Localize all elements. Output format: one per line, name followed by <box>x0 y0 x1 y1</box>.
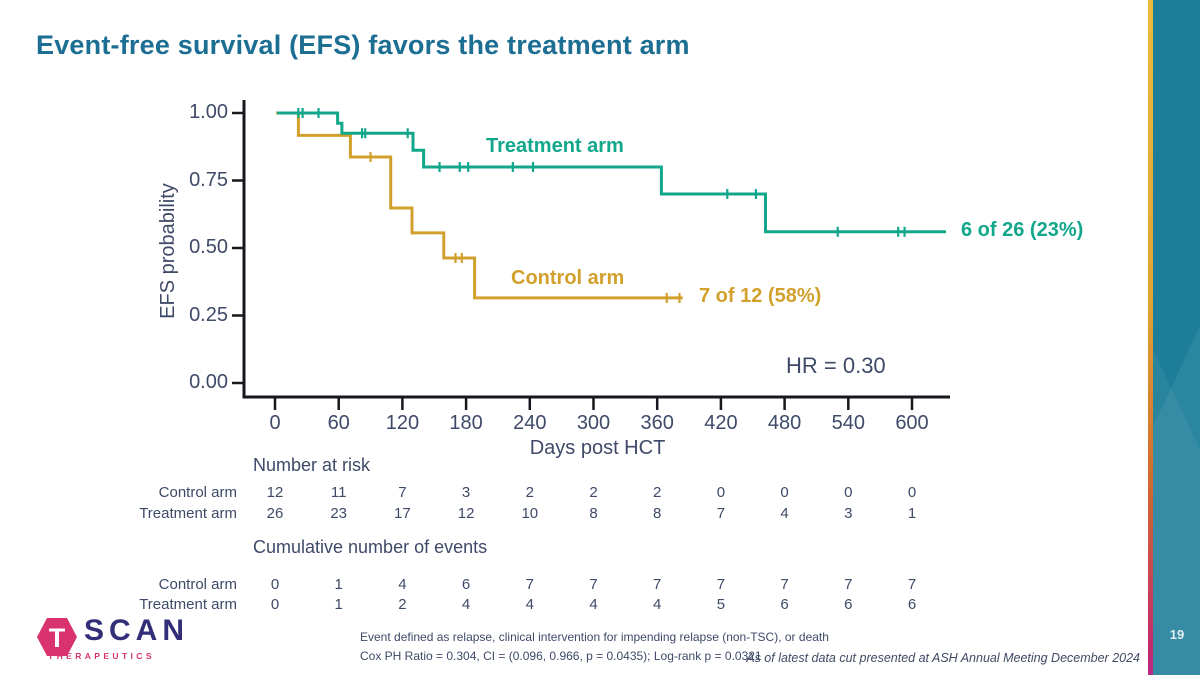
logo-hexagon-icon: T <box>37 618 77 656</box>
table-cell: 3 <box>461 484 471 501</box>
table-cell: 0 <box>844 484 853 501</box>
table-cell: 1 <box>907 505 917 522</box>
footnote-event-definition: Event defined as relapse, clinical inter… <box>360 630 829 644</box>
x-tick-label: 480 <box>767 412 802 434</box>
y-tick-label: 0.75 <box>189 168 228 191</box>
x-tick-label: 0 <box>269 412 281 434</box>
tscan-logo: T SCAN THERAPEUTICS <box>36 614 186 664</box>
table-cell: 4 <box>525 596 534 613</box>
x-tick-label: 60 <box>327 412 350 434</box>
table-cell: 6 <box>461 576 471 593</box>
table-cell: 8 <box>589 505 598 522</box>
table-cell: 1 <box>334 576 343 593</box>
control-arm-label: Control arm <box>511 267 625 289</box>
table-cell: 7 <box>653 576 662 593</box>
footnote-statistics: Cox PH Ratio = 0.304, CI = (0.096, 0.966… <box>360 649 762 663</box>
km-curve-control-arm <box>276 111 683 300</box>
table-cell: 5 <box>716 596 726 613</box>
table-cell: 2 <box>398 596 407 613</box>
table-cell: 7 <box>844 576 853 593</box>
table-cell: 4 <box>461 596 471 613</box>
table-cell: 12 <box>457 505 475 522</box>
table-cell: 0 <box>270 596 280 613</box>
table-cell: 6 <box>780 596 789 613</box>
table-cell: 0 <box>780 484 789 501</box>
x-tick-label: 120 <box>385 412 420 434</box>
table-cell: 12 <box>266 484 284 501</box>
table-cell: 6 <box>907 596 917 613</box>
table-cell: 6 <box>844 596 853 613</box>
x-tick-label: 420 <box>704 412 738 434</box>
table-cell: 26 <box>266 505 284 522</box>
source-note: As of latest data cut presented at ASH A… <box>746 651 1140 665</box>
table-cell: 11 <box>330 484 347 501</box>
table-cell: 7 <box>716 505 726 522</box>
logo-scan-text: SCAN <box>84 614 190 647</box>
table-row-label: Control arm <box>158 576 237 593</box>
table-row-label: Control arm <box>158 484 237 501</box>
table-cell: 10 <box>521 505 539 522</box>
x-tick-label: 540 <box>831 412 865 434</box>
table-cell: 4 <box>589 596 598 613</box>
slide-title: Event-free survival (EFS) favors the tre… <box>36 30 690 60</box>
axes <box>242 100 950 399</box>
table-cell: 2 <box>589 484 598 501</box>
x-tick-label: 240 <box>513 412 547 434</box>
table-cell: 0 <box>716 484 726 501</box>
table-cell: 7 <box>907 576 917 593</box>
table-cell: 7 <box>780 576 789 593</box>
treatment-arm-result: 6 of 26 (23%) <box>961 219 1084 241</box>
x-axis-label: Days post HCT <box>529 437 666 459</box>
y-tick-label: 0.00 <box>189 371 228 393</box>
x-tick-label: 180 <box>449 412 483 434</box>
table-cell: 17 <box>394 505 411 522</box>
table-cell: 0 <box>907 484 917 501</box>
table-cell: 4 <box>398 576 407 593</box>
page-number: 19 <box>1169 627 1185 642</box>
table-cell: 4 <box>780 505 789 522</box>
cumulative-events-heading: Cumulative number of events <box>253 537 488 557</box>
table-cell: 3 <box>844 505 853 522</box>
table-cell: 8 <box>653 505 662 522</box>
table-cell: 7 <box>525 576 534 593</box>
km-curve-treatment-arm <box>277 111 946 234</box>
x-tick-label: 600 <box>895 412 929 434</box>
x-tick-label: 300 <box>576 412 611 434</box>
table-row-label: Treatment arm <box>139 505 237 522</box>
table-cell: 4 <box>653 596 662 613</box>
x-tick-label: 360 <box>640 412 674 434</box>
hazard-ratio-annotation: HR = 0.30 <box>786 353 886 378</box>
table-cell: 2 <box>653 484 662 501</box>
logo-therapeutics-text: THERAPEUTICS <box>48 651 155 661</box>
table-row-label: Treatment arm <box>139 596 237 613</box>
table-cell: 7 <box>398 484 407 501</box>
table-cell: 2 <box>525 484 534 501</box>
table-cell: 23 <box>330 505 348 522</box>
logo-t: T <box>49 623 66 653</box>
y-tick-label: 0.25 <box>189 303 228 326</box>
table-cell: 0 <box>270 576 280 593</box>
number-at-risk-heading: Number at risk <box>253 455 371 475</box>
treatment-arm-label: Treatment arm <box>486 135 624 157</box>
y-tick-label: 0.50 <box>189 236 228 258</box>
y-tick-label: 1.00 <box>189 101 228 123</box>
sidebar-accent-stripe <box>1148 0 1153 675</box>
table-cell: 7 <box>716 576 726 593</box>
table-cell: 7 <box>589 576 598 593</box>
table-cell: 1 <box>334 596 343 613</box>
sidebar-decoration <box>1153 0 1200 675</box>
control-arm-result: 7 of 12 (58%) <box>699 285 822 307</box>
